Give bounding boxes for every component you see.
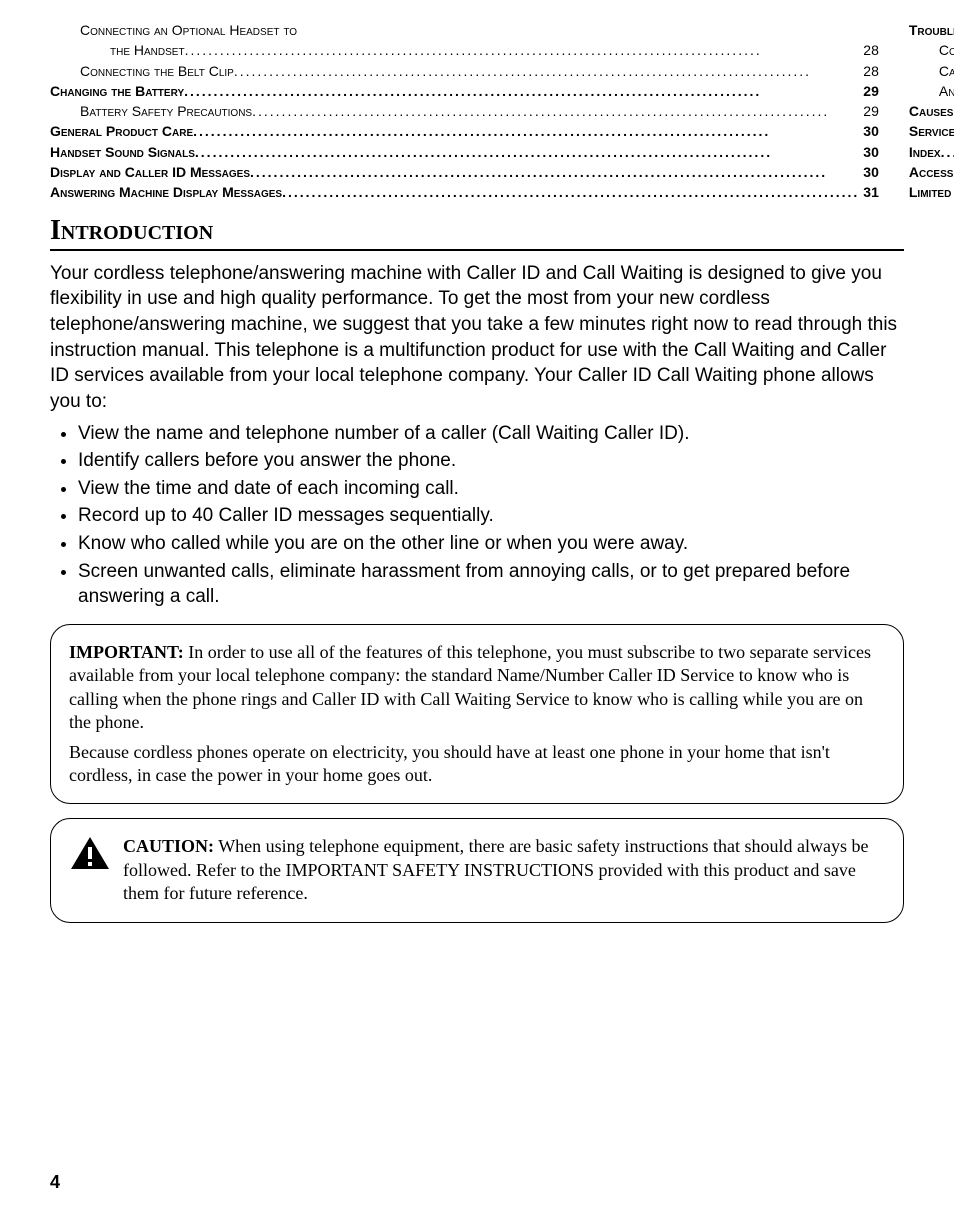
toc-label: General Product Care	[50, 121, 193, 141]
important-label: IMPORTANT:	[69, 642, 184, 662]
toc-label: Causes of Poor Reception	[909, 101, 954, 121]
important-text-1: In order to use all of the features of t…	[69, 642, 871, 732]
toc-label: Handset Sound Signals	[50, 142, 195, 162]
toc-row: Causes of Poor Reception 34	[909, 101, 954, 121]
list-item: View the name and telephone number of a …	[78, 421, 904, 447]
toc-leader-dots	[250, 162, 859, 182]
toc-label: Limited Warranty	[909, 182, 954, 202]
section-heading: Introduction	[50, 215, 904, 251]
list-item: Identify callers before you answer the p…	[78, 448, 904, 474]
toc-label: Caller ID	[939, 61, 954, 81]
toc-label: Index	[909, 142, 941, 162]
list-item: Record up to 40 Caller ID messages seque…	[78, 503, 904, 529]
toc-page-number: 28	[859, 40, 879, 60]
toc-label: the Handset	[110, 40, 185, 60]
toc-label: Cordless Phone Solutions	[939, 40, 954, 60]
list-item: View the time and date of each incoming …	[78, 476, 904, 502]
toc-label: Answering Machine Solutions	[939, 81, 954, 101]
toc-left-column: Connecting an Optional Headset to the Ha…	[50, 20, 879, 203]
toc-label: Troubleshooting Guide	[909, 20, 954, 40]
toc-page-number: 28	[859, 61, 879, 81]
toc-row: Answering Machine Display Messages 31	[50, 182, 879, 202]
toc-leader-dots	[252, 101, 859, 121]
toc-row: Handset Sound Signals 30	[50, 142, 879, 162]
toc-leader-dots	[184, 81, 859, 101]
warning-icon	[69, 835, 111, 877]
toc-page-number: 30	[859, 142, 879, 162]
toc-leader-dots	[185, 40, 860, 60]
important-paragraph-1: IMPORTANT: In order to use all of the fe…	[69, 641, 885, 735]
toc-row: General Product Care 30	[50, 121, 879, 141]
list-item: Know who called while you are on the oth…	[78, 531, 904, 557]
toc-right-column: Troubleshooting Guide 32Cordless Phone S…	[909, 20, 954, 203]
toc-label: Battery Safety Precautions	[80, 101, 252, 121]
toc-label: Accessory Order Form	[909, 162, 954, 182]
toc-row: Changing the Battery 29	[50, 81, 879, 101]
toc-row: Troubleshooting Guide 32	[909, 20, 954, 40]
toc-row: the Handset 28	[50, 40, 879, 60]
toc-leader-dots	[193, 121, 859, 141]
toc-page-number: 29	[859, 101, 879, 121]
toc-leader-dots	[234, 61, 859, 81]
toc-leader-dots	[195, 142, 859, 162]
caution-paragraph: CAUTION: When using telephone equipment,…	[123, 835, 885, 905]
toc-label: Connecting an Optional Headset to	[80, 20, 297, 40]
toc-label: Changing the Battery	[50, 81, 184, 101]
toc-page-number: 29	[859, 81, 879, 101]
toc-page-number: 30	[859, 121, 879, 141]
toc-page-number: 30	[859, 162, 879, 182]
toc-row: Battery Safety Precautions 29	[50, 101, 879, 121]
important-paragraph-2: Because cordless phones operate on elect…	[69, 741, 885, 788]
toc-row: Cordless Phone Solutions 32	[909, 40, 954, 60]
toc-row: Caller ID 33	[909, 61, 954, 81]
toc-leader-dots	[282, 182, 859, 202]
toc-label: Connecting the Belt Clip	[80, 61, 234, 81]
toc-row: Answering Machine Solutions 33	[909, 81, 954, 101]
toc-label: Answering Machine Display Messages	[50, 182, 282, 202]
toc-row: Accessory Order Form 37	[909, 162, 954, 182]
page-number: 4	[50, 1172, 60, 1193]
toc-row: Display and Caller ID Messages 30	[50, 162, 879, 182]
toc-row: Service 34	[909, 121, 954, 141]
toc-row: Connecting an Optional Headset to	[50, 20, 879, 40]
list-item: Screen unwanted calls, eliminate harassm…	[78, 559, 904, 610]
important-callout: IMPORTANT: In order to use all of the fe…	[50, 624, 904, 804]
toc-row: Connecting the Belt Clip 28	[50, 61, 879, 81]
caution-callout: CAUTION: When using telephone equipment,…	[50, 818, 904, 922]
toc-label: Service	[909, 121, 954, 141]
toc-leader-dots	[941, 142, 954, 162]
toc-row: Limited Warranty 38	[909, 182, 954, 202]
document-page: Connecting an Optional Headset to the Ha…	[0, 0, 954, 1215]
feature-list: View the name and telephone number of a …	[50, 421, 904, 610]
caution-text: When using telephone equipment, there ar…	[123, 836, 869, 903]
table-of-contents: Connecting an Optional Headset to the Ha…	[50, 20, 904, 203]
caution-label: CAUTION:	[123, 836, 214, 856]
toc-page-number: 31	[859, 182, 879, 202]
intro-paragraph: Your cordless telephone/answering machin…	[50, 261, 904, 415]
toc-row: Index 35	[909, 142, 954, 162]
toc-label: Display and Caller ID Messages	[50, 162, 250, 182]
